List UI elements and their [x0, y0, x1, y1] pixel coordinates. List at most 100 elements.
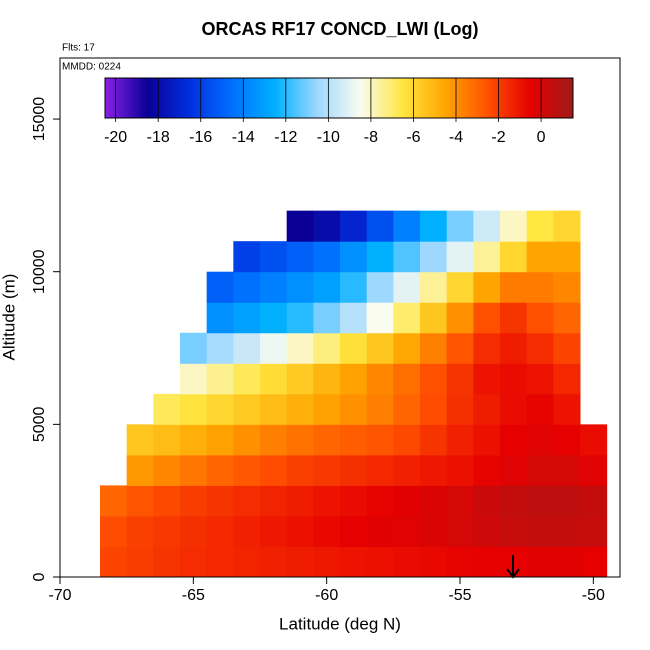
heat-cell [420, 485, 448, 517]
heat-cell [500, 210, 528, 242]
heat-cell [100, 515, 128, 547]
heat-cell [580, 515, 608, 547]
heat-cell [260, 454, 288, 486]
heat-cell [366, 515, 394, 547]
heat-cell [420, 271, 448, 303]
heat-cell [366, 454, 394, 486]
heat-cell [473, 515, 501, 547]
heat-cell [260, 302, 288, 334]
heat-cell [286, 424, 314, 456]
heat-cell [313, 302, 341, 334]
heat-cell [500, 393, 528, 425]
heat-cell [233, 363, 261, 395]
y-axis-label: Altitude (m) [0, 274, 18, 361]
heat-cell [286, 546, 314, 578]
heat-cell [340, 454, 368, 486]
heat-cell [473, 241, 501, 273]
heat-cell [393, 546, 421, 578]
heat-cell [526, 332, 554, 364]
heat-cell [393, 363, 421, 395]
y-tick-label: 10000 [31, 249, 48, 294]
heat-cell [233, 424, 261, 456]
heat-cell [286, 454, 314, 486]
annotation: MMDD: 0224 [62, 62, 121, 73]
heat-cell [206, 302, 234, 334]
heat-cell [393, 393, 421, 425]
colorbar-tick-label: -18 [147, 129, 170, 146]
heat-cell [126, 485, 154, 517]
heat-cell [446, 210, 474, 242]
heat-cell [553, 485, 581, 517]
heat-cell [286, 332, 314, 364]
heat-cell [526, 454, 554, 486]
x-tick-label: -65 [182, 587, 205, 604]
heat-cell [206, 485, 234, 517]
annotation: Flts: 17 [62, 43, 95, 54]
y-tick-label: 5000 [31, 406, 48, 442]
heat-cell [553, 210, 581, 242]
heat-cell [206, 363, 234, 395]
heat-cell [153, 485, 181, 517]
heat-cell [340, 546, 368, 578]
heat-cell [206, 424, 234, 456]
heat-cell [126, 515, 154, 547]
heat-cell [366, 485, 394, 517]
heat-cell [260, 485, 288, 517]
heat-cell [446, 393, 474, 425]
heat-cell [286, 515, 314, 547]
heat-cell [286, 302, 314, 334]
heat-cell [393, 515, 421, 547]
heat-cell [473, 332, 501, 364]
heat-cell [206, 546, 234, 578]
heat-cell [393, 302, 421, 334]
heat-cell [420, 515, 448, 547]
heat-cell [526, 485, 554, 517]
heat-cell [260, 546, 288, 578]
heat-cell [393, 332, 421, 364]
heat-cell [446, 454, 474, 486]
heat-cell [126, 546, 154, 578]
heat-cell [526, 210, 554, 242]
heat-cell [286, 271, 314, 303]
heat-cell [366, 271, 394, 303]
colorbar-tick-label: -16 [189, 129, 212, 146]
heat-cell [553, 424, 581, 456]
colorbar-tick-label: -8 [364, 129, 378, 146]
heat-cell [526, 241, 554, 273]
heat-cell [313, 546, 341, 578]
colorbar-tick-label: -4 [449, 129, 463, 146]
heat-cell [313, 363, 341, 395]
heat-cell [233, 271, 261, 303]
heat-cell [313, 515, 341, 547]
heat-cell [233, 485, 261, 517]
heat-cell [366, 424, 394, 456]
heat-cell [500, 271, 528, 303]
heat-cell [366, 363, 394, 395]
heat-cell [313, 271, 341, 303]
heat-cell [340, 210, 368, 242]
heat-cell [526, 271, 554, 303]
heat-cell [553, 515, 581, 547]
heat-cell [180, 363, 208, 395]
heat-cell [393, 210, 421, 242]
heat-cell [260, 393, 288, 425]
heat-cell [420, 302, 448, 334]
heat-cell [473, 546, 501, 578]
heat-cell [260, 271, 288, 303]
heat-cell [366, 393, 394, 425]
heat-cell [206, 332, 234, 364]
heat-cell [420, 393, 448, 425]
heatmap [100, 210, 608, 578]
arrow [506, 555, 520, 579]
heat-cell [446, 271, 474, 303]
heat-cell [500, 454, 528, 486]
heat-cell [446, 332, 474, 364]
heat-cell [526, 363, 554, 395]
heat-cell [446, 241, 474, 273]
heat-cell [500, 332, 528, 364]
heat-cell [393, 485, 421, 517]
heat-cell [153, 515, 181, 547]
heat-cell [580, 424, 608, 456]
heat-cell [553, 393, 581, 425]
colorbar-tick-label: 0 [537, 129, 546, 146]
